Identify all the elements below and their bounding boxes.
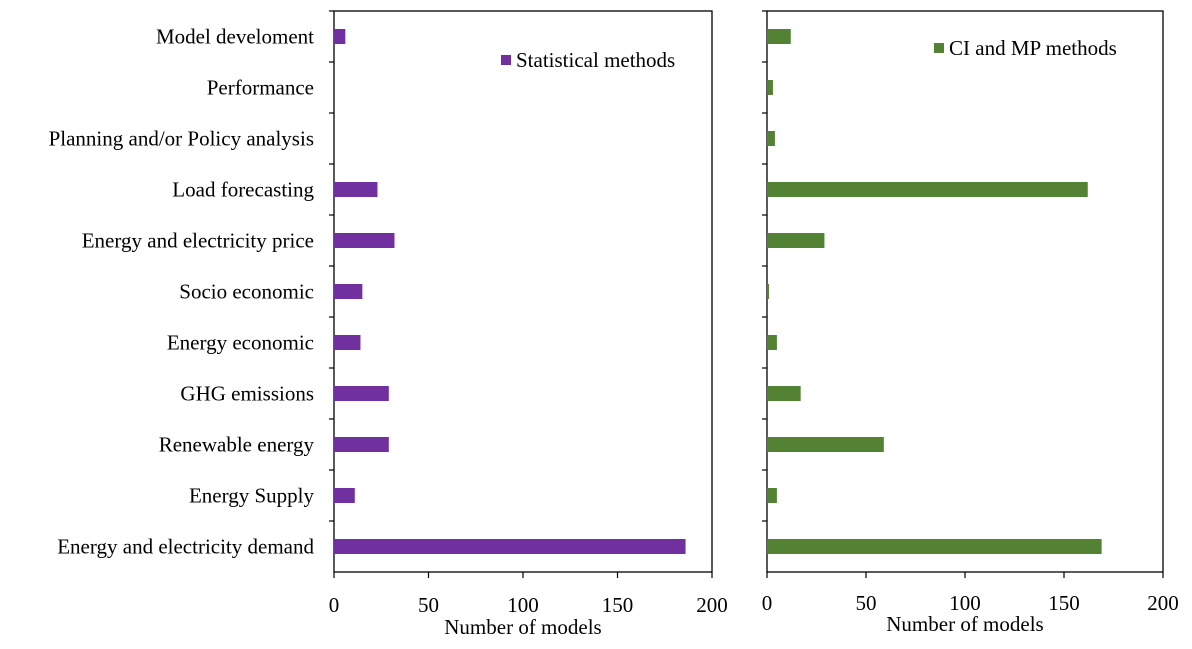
right-x-tick-label: 200 (1147, 591, 1179, 615)
right-legend: CI and MP methods (934, 36, 1117, 60)
left-x-tick-label: 50 (418, 593, 439, 617)
category-label-load-forecasting: Load forecasting (172, 178, 314, 202)
right-x-tick-label: 50 (856, 591, 877, 615)
right-bar-ghg-emissions (767, 386, 801, 401)
right-bar-load-forecasting (767, 182, 1088, 197)
left-x-tick-label: 150 (602, 593, 634, 617)
right-legend-swatch (934, 43, 944, 53)
right-bar-planning-and-or-policy-analysis (767, 131, 775, 146)
category-label-energy-economic: Energy economic (167, 331, 314, 355)
left-bar-energy-and-electricity-price (334, 233, 395, 248)
right-plot-frame (766, 10, 1164, 573)
left-x-tick-label: 200 (696, 593, 728, 617)
right-bar-renewable-energy (767, 437, 884, 452)
right-x-ticks: 0 50 100 150 200 (762, 572, 1179, 615)
right-x-axis-title: Number of models (886, 612, 1043, 636)
left-x-axis-title: Number of models (444, 615, 601, 639)
left-bar-socio-economic (334, 284, 363, 299)
right-bar-socio-economic (767, 284, 769, 299)
left-x-tick-label: 100 (507, 593, 539, 617)
left-x-ticks: 0 50 100 150 200 (329, 572, 728, 617)
statistical-methods-panel: Model develoment Performance Planning and/… (49, 10, 728, 639)
category-label-performance: Performance (207, 76, 314, 100)
category-label-socio-economic: Socio economic (179, 280, 314, 304)
right-legend-label: CI and MP methods (949, 36, 1117, 60)
category-label-ghg-emissions: GHG emissions (180, 382, 314, 406)
category-label-planning-and-or-policy-analysis: Planning and/or Policy analysis (49, 127, 314, 151)
right-x-tick-label: 0 (762, 591, 773, 615)
left-bar-energy-supply (334, 488, 355, 503)
left-bar-model-develoment (334, 29, 346, 44)
category-label-energy-and-electricity-price: Energy and electricity price (82, 229, 314, 253)
right-bar-model-develoment (767, 29, 791, 44)
category-label-energy-and-electricity-demand: Energy and electricity demand (57, 535, 314, 559)
left-legend-label: Statistical methods (516, 48, 675, 72)
ci-mp-methods-panel: 0 50 100 150 200 CI and MP methods Number of… (762, 10, 1179, 636)
left-legend: Statistical methods (501, 48, 675, 72)
category-label-model-develoment: Model develoment (156, 25, 314, 49)
right-x-tick-label: 150 (1048, 591, 1080, 615)
left-legend-swatch (501, 55, 511, 65)
right-bar-performance (767, 80, 773, 95)
right-bar-energy-and-electricity-demand (767, 539, 1102, 554)
left-bar-energy-economic (334, 335, 361, 350)
right-x-tick-label: 100 (949, 591, 981, 615)
category-label-energy-supply: Energy Supply (189, 484, 315, 508)
right-bar-energy-economic (767, 335, 777, 350)
left-bars (329, 10, 686, 554)
left-x-tick-label: 0 (329, 593, 340, 617)
left-bar-renewable-energy (334, 437, 389, 452)
right-bar-energy-supply (767, 488, 777, 503)
left-bar-energy-and-electricity-demand (334, 539, 686, 554)
left-bar-ghg-emissions (334, 386, 389, 401)
category-label-renewable-energy: Renewable energy (159, 433, 315, 457)
left-plot-frame (333, 10, 713, 573)
right-bar-energy-and-electricity-price (767, 233, 825, 248)
left-bar-load-forecasting (334, 182, 378, 197)
left-category-labels: Model develoment Performance Planning and/… (49, 25, 315, 559)
right-bars (762, 10, 1102, 554)
